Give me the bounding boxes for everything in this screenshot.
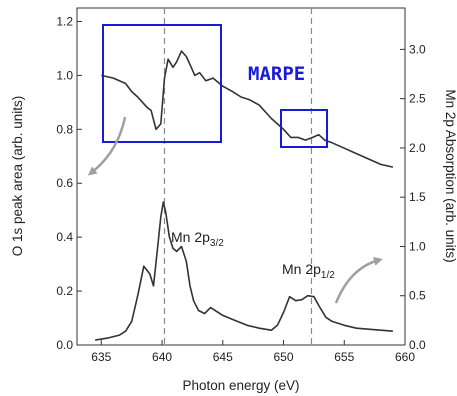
x-tick-label-1: 640: [152, 350, 172, 364]
x-tick-label-2: 645: [213, 350, 233, 364]
plot-frame: [76, 7, 406, 346]
peak-label-mn-2p-3-2-sub: 3/2: [210, 238, 224, 249]
peak-label-mn-2p-1-2-sub: 1/2: [321, 270, 335, 281]
y-axis-title-right: Mn 2p Absorption (arb. units): [443, 89, 457, 262]
peak-label-mn-2p-1-2-main: Mn 2p: [282, 261, 321, 277]
x-tick-label-0: 635: [91, 350, 111, 364]
y-left-tick-label-6: 1.2: [56, 14, 73, 28]
y-right-tick-label-0: 0.0: [409, 338, 426, 352]
highlight-box-l2-edge: [280, 109, 328, 148]
y-left-tick-label-2: 0.4: [56, 230, 73, 244]
y-left-tick-label-4: 0.8: [56, 122, 73, 136]
highlight-box-l3-edge: [102, 24, 222, 143]
peak-label-mn-2p-3-2-main: Mn 2p: [171, 229, 210, 245]
x-tick-label-4: 655: [334, 350, 354, 364]
y-left-tick-label-5: 1.0: [56, 68, 73, 82]
marpe-label: MARPE: [248, 63, 305, 85]
y-right-tick-label-4: 2.0: [409, 141, 426, 155]
x-tick-label-5: 660: [395, 350, 415, 364]
series-line-left: [101, 50, 394, 168]
y-right-tick-label-6: 3.0: [409, 42, 426, 56]
y-right-tick-label-3: 1.5: [409, 190, 426, 204]
peak-label-mn-2p-3-2: Mn 2p3/2: [171, 229, 224, 249]
y-left-tick-label-3: 0.6: [56, 176, 73, 190]
peak-label-mn-2p-1-2: Mn 2p1/2: [282, 261, 335, 281]
y-axis-title-left: O 1s peak area (arb. units): [10, 96, 25, 257]
series-line-right: [95, 201, 393, 341]
arrow-right-axis: [334, 256, 383, 304]
x-tick-label-3: 650: [274, 350, 294, 364]
arrow-left-axis: [87, 116, 127, 176]
y-left-tick-label-0: 0.0: [56, 338, 73, 352]
y-right-tick-label-1: 0.5: [409, 289, 426, 303]
y-right-tick-label-2: 1.0: [409, 239, 426, 253]
x-axis-title: Photon energy (eV): [182, 378, 299, 393]
y-right-tick-label-5: 2.5: [409, 92, 426, 106]
y-left-tick-label-1: 0.2: [56, 284, 73, 298]
